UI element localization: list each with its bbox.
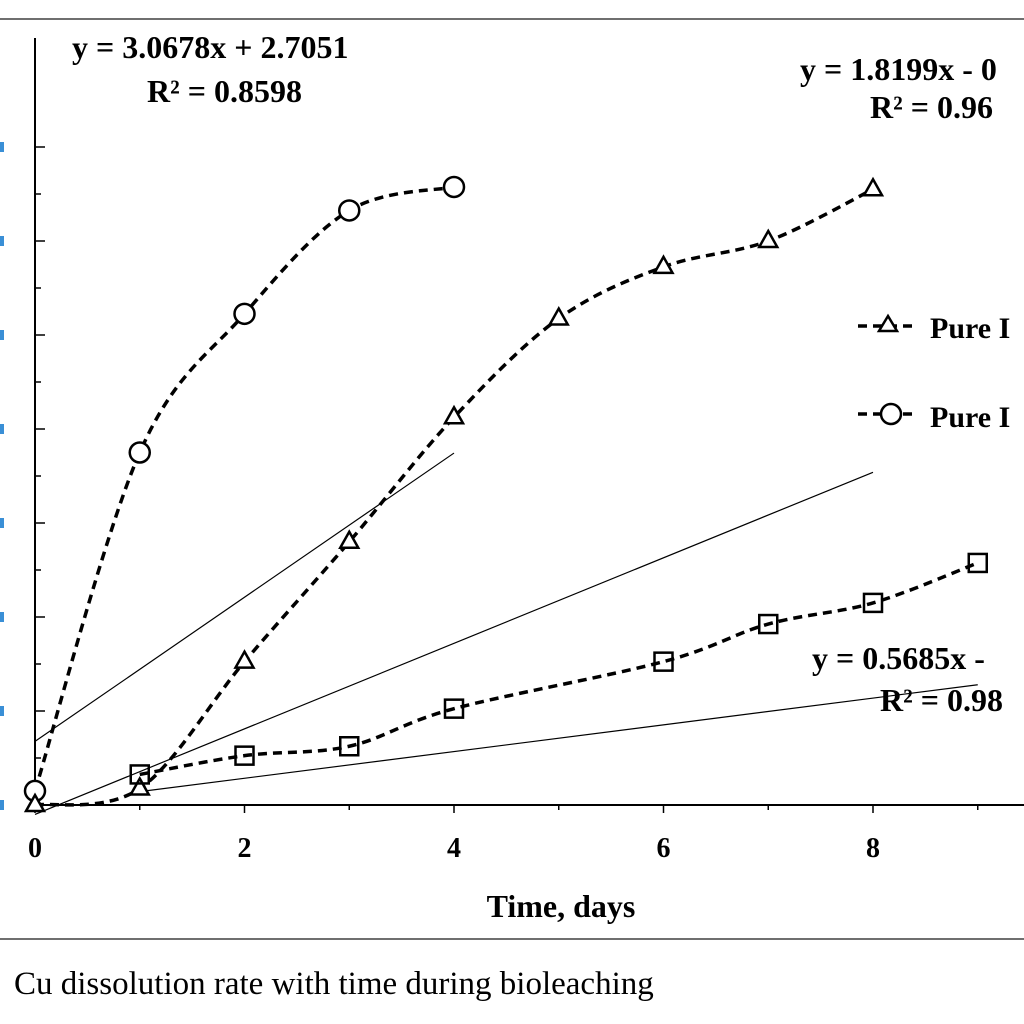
triangle-series-line [34, 187, 874, 807]
circle-data-point [128, 441, 151, 464]
triangle-data-point [757, 228, 780, 249]
triangle-data-point [23, 792, 47, 813]
y-tick-label-fragment [0, 424, 4, 434]
circle-data-point [442, 175, 466, 199]
x-tick-label: 2 [238, 833, 252, 864]
x-tick-label: 8 [866, 833, 880, 864]
trendline-2-r2: R² = 0.96 [870, 89, 993, 125]
x-axis-title: Time, days [487, 888, 636, 924]
y-tick-label-fragment [0, 330, 4, 340]
square-data-point [758, 613, 779, 635]
triangle-data-point [128, 776, 151, 796]
trendlines [34, 452, 978, 815]
triangle-data-point [233, 649, 256, 669]
triangle-data-point [547, 306, 570, 326]
y-tick-label-fragment [0, 612, 4, 622]
legend-label-circle: Pure I [930, 401, 1010, 434]
x-tick-label: 0 [28, 833, 42, 864]
circle-series-line [33, 185, 455, 792]
trendline-3 [139, 684, 978, 793]
triangle-data-point [652, 254, 675, 275]
trendline-2-equation: y = 1.8199x - 0 [800, 51, 997, 87]
circle-data-point [233, 302, 256, 326]
legend-circle-marker [879, 402, 903, 426]
bottom-border [0, 938, 1024, 940]
y-tick-label-fragment [0, 518, 4, 528]
square-data-point [967, 552, 988, 574]
trendline-1-equation: y = 3.0678x + 2.7051 [72, 29, 348, 65]
legend-triangle-marker [876, 313, 900, 333]
circle-data-point [338, 199, 361, 222]
y-tick-label-fragment [0, 236, 4, 246]
square-data-point [339, 736, 360, 757]
y-tick-label-fragment [0, 706, 4, 716]
axes: 0 2 4 6 8 [0, 38, 1024, 864]
chart-svg: 0 2 4 6 8 Time, days y = 3.0678x + 2.7051 R²… [0, 29, 1024, 924]
square-data-point [443, 698, 465, 719]
figure-caption: Cu dissolution rate with time during bio… [14, 966, 654, 1002]
legend: Pure I Pure I [858, 312, 1010, 434]
square-data-point [129, 764, 150, 785]
trendline-2 [34, 471, 874, 815]
trendline-3-equation: y = 0.5685x - [812, 640, 985, 676]
triangle-data-point [442, 404, 466, 425]
triangle-data-point [861, 176, 885, 197]
square-data-point [862, 592, 884, 614]
legend-label-triangle: Pure I [930, 312, 1010, 345]
x-tick-label: 6 [657, 833, 671, 864]
square-data-point [653, 651, 674, 672]
square-series-line [139, 561, 979, 777]
y-tick-label-fragment [0, 142, 4, 152]
triangle-data-point [338, 529, 361, 550]
x-tick-label: 4 [447, 833, 461, 864]
y-tick-label-fragment [0, 800, 4, 810]
square-data-point [234, 745, 255, 766]
series [23, 175, 988, 813]
trendline-1-r2: R² = 0.8598 [147, 73, 302, 109]
trendline-1 [34, 452, 455, 742]
top-border [0, 18, 1024, 20]
trendline-3-r2: R² = 0.98 [880, 682, 1003, 718]
